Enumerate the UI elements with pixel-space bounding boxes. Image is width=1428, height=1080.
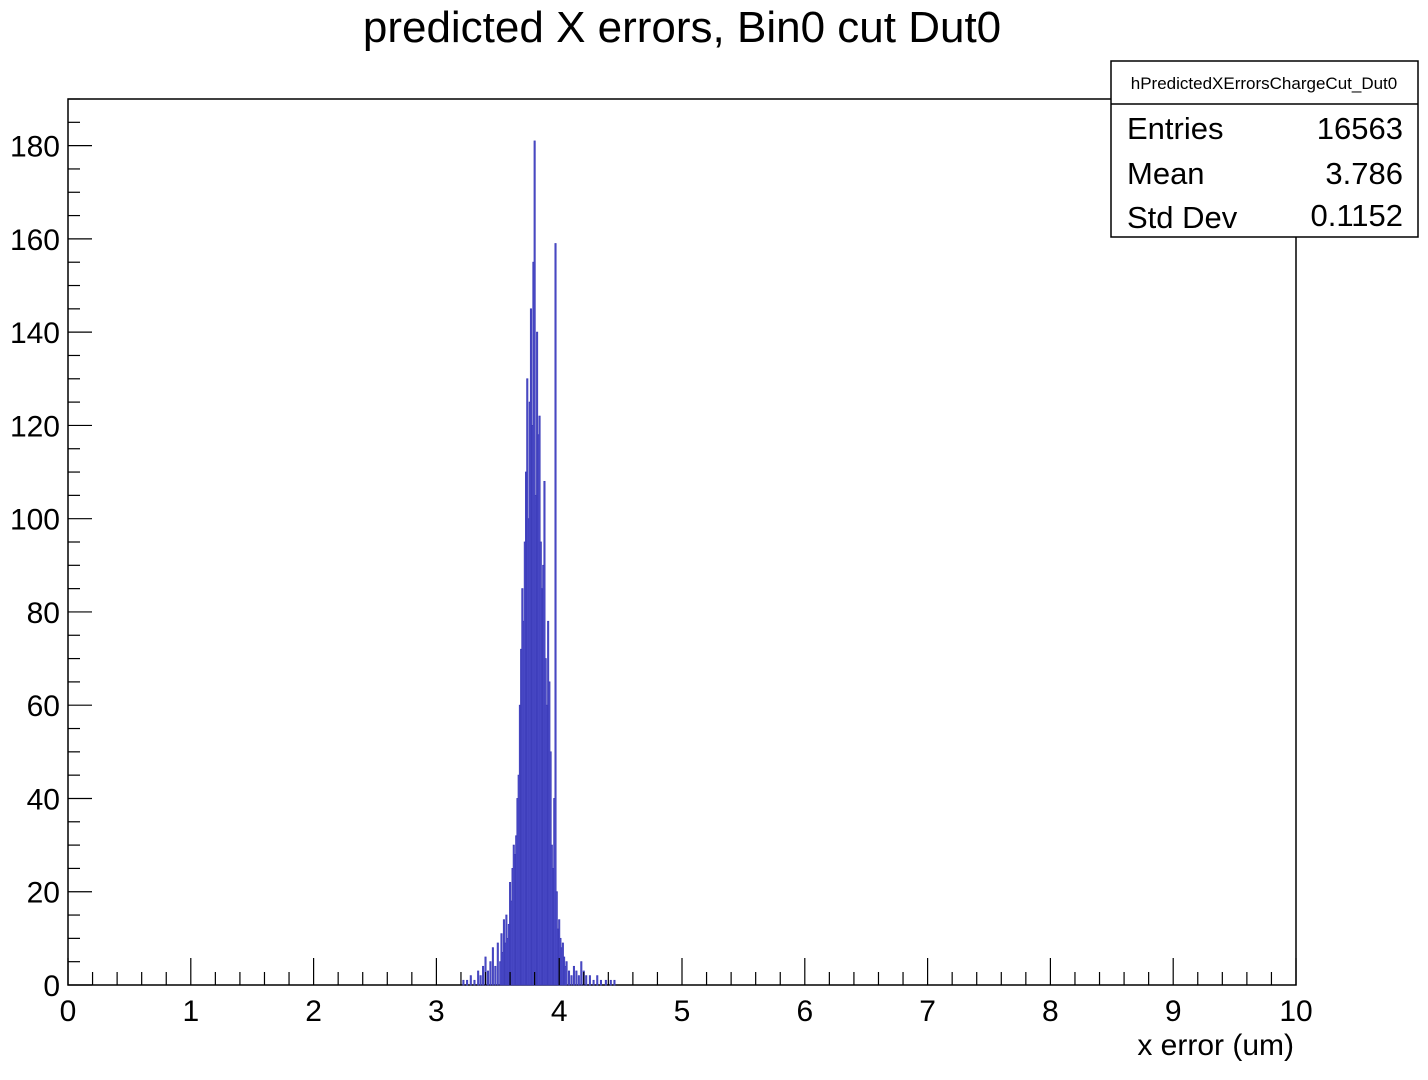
histogram-bin: [565, 961, 568, 986]
x-tick-label: 6: [796, 995, 813, 1028]
stats-box-title: hPredictedXErrorsChargeCut_Dut0: [1131, 74, 1397, 93]
x-tick-label: 3: [428, 995, 445, 1028]
stats-mean-value: 3.786: [1325, 156, 1403, 191]
x-axis-label: x error (um): [1137, 1029, 1294, 1062]
histogram-bars: [462, 140, 616, 986]
histogram-bin: [482, 965, 485, 986]
histogram-bin: [486, 970, 489, 986]
x-tick-label: 10: [1279, 995, 1312, 1028]
stats-stddev-value: 0.1152: [1310, 198, 1403, 233]
histogram-bin: [592, 979, 595, 986]
y-tick-label: 40: [27, 783, 60, 816]
histogram-bin: [604, 979, 607, 986]
x-tick-label: 9: [1165, 995, 1182, 1028]
histogram-bin: [609, 979, 612, 986]
histogram-bin: [577, 975, 580, 986]
histogram-bin: [496, 942, 499, 986]
histogram-bin: [588, 975, 591, 986]
x-tick-label: 4: [551, 995, 568, 1028]
stats-mean-label: Mean: [1127, 156, 1205, 191]
histogram-bin: [466, 979, 469, 986]
x-tick-labels: 0 1 2 3 4 5 6 7 8 9 10: [60, 995, 1313, 1028]
histogram-bin: [568, 970, 571, 986]
stats-stddev-label: Std Dev: [1127, 200, 1238, 235]
histogram-bin: [585, 975, 588, 986]
histogram-bin: [462, 979, 465, 986]
y-tick-label: 160: [10, 224, 60, 257]
y-tick-label: 60: [27, 690, 60, 723]
stats-box-frame: [1110, 60, 1419, 238]
histogram-bin: [596, 975, 599, 986]
x-tick-label: 1: [182, 995, 199, 1028]
histogram-bin: [575, 970, 578, 986]
histogram-bin: [572, 965, 575, 986]
x-tick-label: 2: [305, 995, 322, 1028]
histogram-bin: [479, 975, 482, 986]
y-tick-label: 140: [10, 317, 60, 350]
histogram-bin: [570, 975, 573, 986]
stats-entries-label: Entries: [1127, 111, 1223, 146]
stats-box: hPredictedXErrorsChargeCut_Dut0 Entries …: [1110, 60, 1419, 238]
histogram-bin: [473, 979, 476, 986]
stats-entries-value: 16563: [1317, 111, 1403, 146]
y-tick-label: 0: [43, 970, 60, 1003]
x-tick-label: 5: [674, 995, 691, 1028]
axis-ticks: [67, 98, 1297, 986]
y-tick-label: 120: [10, 410, 60, 443]
y-tick-label: 100: [10, 504, 60, 537]
histogram-bin: [469, 975, 472, 986]
histogram-bin: [491, 947, 494, 986]
histogram-bin: [489, 961, 492, 986]
y-tick-label: 80: [27, 597, 60, 630]
x-tick-label: 7: [919, 995, 936, 1028]
x-tick-label: 8: [1042, 995, 1059, 1028]
y-tick-label: 180: [10, 131, 60, 164]
histogram-bin: [554, 243, 557, 986]
y-tick-labels: 0 20 40 60 80 100 120 140 160 180: [10, 131, 60, 1003]
x-tick-label: 0: [60, 995, 77, 1028]
histogram-bin: [477, 970, 480, 986]
histogram-bin: [599, 979, 602, 986]
histogram-bin: [494, 965, 497, 986]
histogram-bin: [613, 979, 616, 986]
histogram-bin: [580, 961, 583, 986]
y-tick-label: 20: [27, 877, 60, 910]
chart-title: predicted X errors, Bin0 cut Dut0: [363, 3, 1001, 52]
